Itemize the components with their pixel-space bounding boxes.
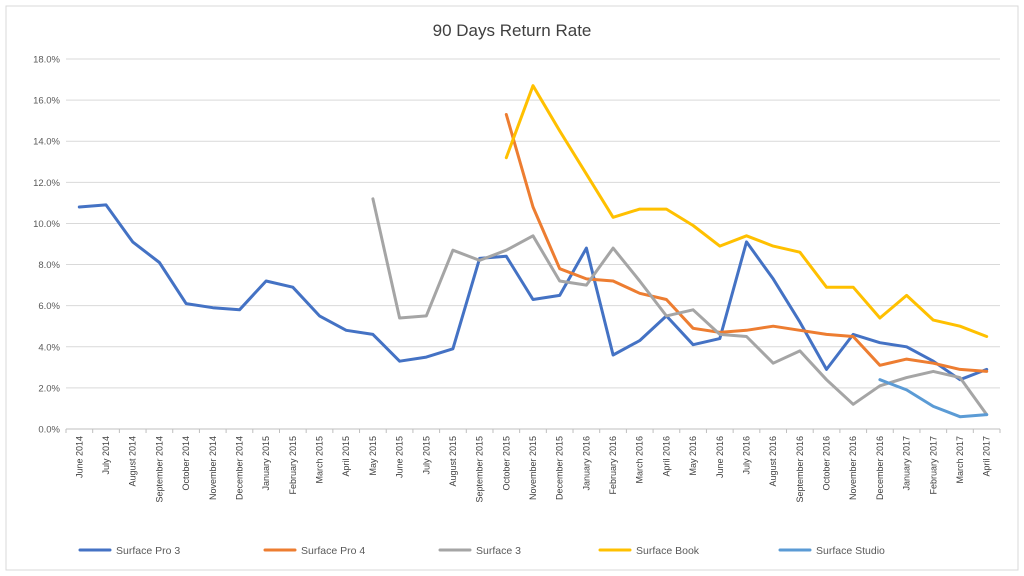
x-tick-label: February 2015 [288, 436, 298, 495]
x-tick-label: December 2015 [555, 436, 565, 500]
y-axis-ticks: 0.0% 2.0% 4.0% 6.0% 8.0% 10.0% 12.0% 14.0% 16.0%… [33, 55, 60, 436]
x-tick-label: June 2014 [74, 436, 84, 478]
legend-label-surface-pro-3: Surface Pro 3 [116, 545, 180, 557]
x-tick-label: July 2014 [101, 436, 111, 475]
x-tick-label: February 2017 [928, 436, 938, 495]
series-lines [77, 84, 989, 419]
x-tick-label: July 2015 [421, 436, 431, 475]
y-tick-label: 10.0% [33, 219, 60, 230]
chart-title: 90 Days Return Rate [433, 21, 592, 40]
x-tick-label: January 2016 [581, 436, 591, 491]
y-tick-label: 2.0% [38, 383, 60, 394]
y-tick-label: 6.0% [38, 301, 60, 312]
legend-label-surface-pro-4: Surface Pro 4 [301, 545, 365, 557]
series-line-surface-pro-3 [77, 203, 989, 382]
x-tick-label: October 2015 [501, 436, 511, 491]
x-tick-label: September 2015 [475, 436, 485, 503]
y-tick-label: 0.0% [38, 425, 60, 436]
x-tick-label: August 2015 [448, 436, 458, 487]
y-tick-label: 16.0% [33, 96, 60, 107]
series-line-surface-pro-4 [504, 113, 989, 373]
x-tick-label: June 2016 [715, 436, 725, 478]
series-line-surface-3 [371, 197, 989, 417]
x-tick-label: January 2015 [261, 436, 271, 491]
y-tick-label: 4.0% [38, 342, 60, 353]
x-tick-label: November 2014 [208, 436, 218, 500]
x-tick-label: December 2014 [234, 436, 244, 500]
x-tick-label: May 2016 [688, 436, 698, 476]
x-tick-label: March 2016 [635, 436, 645, 484]
legend-label-surface-book: Surface Book [636, 545, 700, 557]
x-tick-label: March 2017 [955, 436, 965, 484]
x-tick-label: August 2014 [128, 436, 138, 487]
legend-label-surface-3: Surface 3 [476, 545, 521, 557]
x-tick-label: May 2015 [368, 436, 378, 476]
x-tick-label: June 2015 [395, 436, 405, 478]
y-tick-label: 12.0% [33, 178, 60, 189]
x-tick-label: September 2016 [795, 436, 805, 503]
x-tick-label: October 2014 [181, 436, 191, 491]
x-tick-label: April 2015 [341, 436, 351, 477]
x-tick-label: July 2016 [741, 436, 751, 475]
y-tick-label: 8.0% [38, 260, 60, 271]
gridlines [66, 58, 1000, 430]
legend: Surface Pro 3 Surface Pro 4 Surface 3 Surfa… [78, 545, 885, 557]
y-tick-label: 18.0% [33, 55, 60, 66]
x-tick-label: April 2017 [982, 436, 992, 477]
x-axis-ticks: June 2014 July 2014 August 2014 September 2… [65, 429, 1001, 503]
x-tick-label: March 2015 [315, 436, 325, 484]
x-tick-label: January 2017 [902, 436, 912, 491]
x-tick-label: December 2016 [875, 436, 885, 500]
x-tick-label: October 2016 [822, 436, 832, 491]
x-tick-label: November 2015 [528, 436, 538, 500]
x-tick-label: August 2016 [768, 436, 778, 487]
series-line-surface-book [504, 84, 989, 338]
legend-label-surface-studio: Surface Studio [816, 545, 885, 557]
x-tick-label: November 2016 [848, 436, 858, 500]
series-line-surface-studio [878, 378, 989, 419]
x-tick-label: February 2016 [608, 436, 618, 495]
y-tick-label: 14.0% [33, 137, 60, 148]
x-tick-label: September 2014 [154, 436, 164, 503]
x-tick-label: April 2016 [661, 436, 671, 477]
